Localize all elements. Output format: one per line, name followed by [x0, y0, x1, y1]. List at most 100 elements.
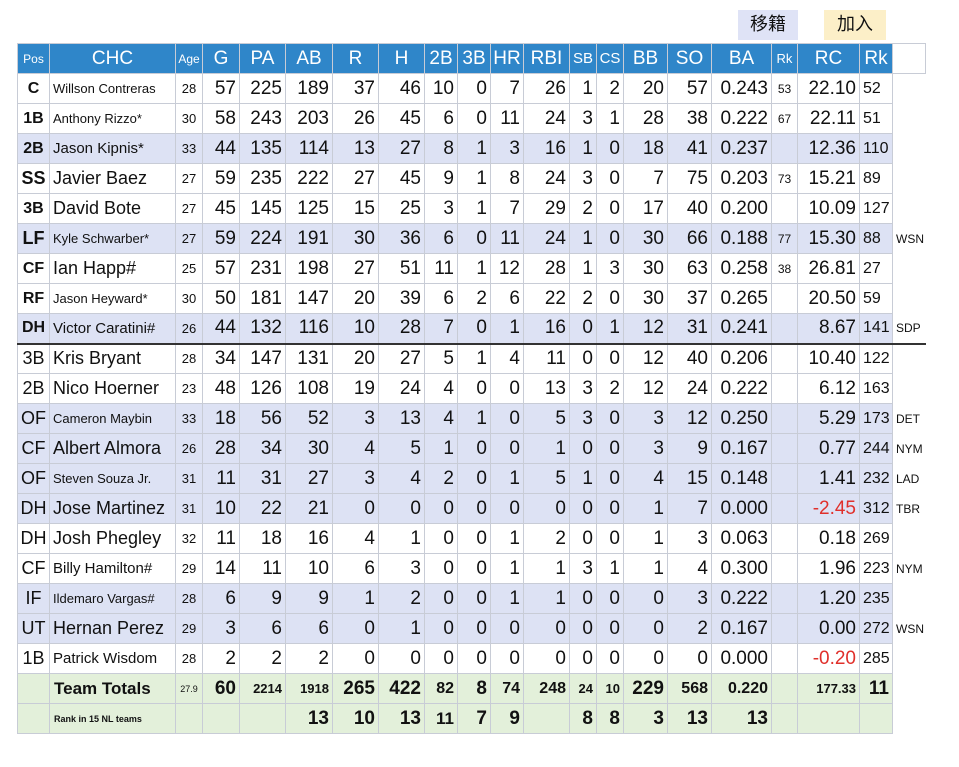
batting-average: 0.148 [711, 463, 772, 494]
rc-rank: 312 [859, 493, 893, 524]
stat-rbi: 24 [523, 223, 570, 254]
stat-pa: 132 [239, 313, 286, 344]
new-team-badge [892, 193, 926, 224]
stat-hr: 7 [490, 193, 524, 224]
stat-ab: 9 [285, 583, 333, 614]
rc-rank: 110 [859, 133, 893, 164]
stat-rbi: 16 [523, 313, 570, 344]
header-sb: SB [569, 43, 597, 74]
stat-bb: 30 [623, 223, 668, 254]
stat-so: 41 [667, 133, 712, 164]
joined-tag: 加入 [824, 10, 886, 40]
header-bb: BB [623, 43, 668, 74]
stat-bb: 7 [623, 163, 668, 194]
ba-rank: 77 [771, 223, 798, 254]
stat-hr: 7 [490, 73, 524, 104]
stat-h: 27 [378, 133, 425, 164]
stat-sb: 1 [569, 133, 597, 164]
stat-d: 0 [424, 613, 458, 644]
stat-cs: 0 [596, 463, 624, 494]
stat-r: 3 [332, 463, 379, 494]
stat-bb: 1 [623, 523, 668, 554]
stat-sb: 3 [569, 103, 597, 134]
stat-pa: 9 [239, 583, 286, 614]
rank-h: 13 [378, 703, 425, 734]
stat-rbi: 26 [523, 73, 570, 104]
batting-average: 0.241 [711, 313, 772, 344]
ba-rank [771, 493, 798, 524]
stat-r: 6 [332, 553, 379, 584]
stat-h: 1 [378, 613, 425, 644]
stat-cs: 0 [596, 523, 624, 554]
rc-rank: 27 [859, 253, 893, 284]
stat-bb: 30 [623, 253, 668, 284]
stat-ab: 147 [285, 283, 333, 314]
new-team-badge [892, 103, 926, 134]
age-cell: 25 [175, 253, 203, 284]
player-name: Jason Kipnis* [49, 133, 176, 164]
player-name: Ildemaro Vargas# [49, 583, 176, 614]
header-pa: PA [239, 43, 286, 74]
rank-g [202, 703, 240, 734]
header-ab: AB [285, 43, 333, 74]
position-cell: C [17, 73, 50, 104]
ba-rank [771, 643, 798, 674]
runs-created: -2.45 [797, 493, 860, 524]
stat-r: 0 [332, 643, 379, 674]
stat-bb: 1 [623, 553, 668, 584]
stat-so: 31 [667, 313, 712, 344]
totals-h: 422 [378, 673, 425, 704]
runs-created: 1.41 [797, 463, 860, 494]
stat-hr: 11 [490, 223, 524, 254]
new-team-badge: LAD [892, 463, 926, 494]
header-hr: HR [490, 43, 524, 74]
stat-ab: 116 [285, 313, 333, 344]
stat-hr: 3 [490, 133, 524, 164]
stat-ab: 27 [285, 463, 333, 494]
player-name: Willson Contreras [49, 73, 176, 104]
stat-bb: 1 [623, 493, 668, 524]
rc-rank: 235 [859, 583, 893, 614]
ba-rank: 38 [771, 253, 798, 284]
player-name: Kris Bryant [49, 342, 176, 374]
stat-d: 0 [424, 493, 458, 524]
position-cell: CF [17, 433, 50, 464]
stat-bb: 12 [623, 373, 668, 404]
stat-r: 19 [332, 373, 379, 404]
stat-r: 4 [332, 523, 379, 554]
stat-rbi: 5 [523, 463, 570, 494]
stat-h: 3 [378, 553, 425, 584]
header-h: H [378, 43, 425, 74]
stat-r: 26 [332, 103, 379, 134]
stat-r: 10 [332, 313, 379, 344]
totals-blank [17, 673, 50, 704]
stat-sb: 2 [569, 193, 597, 224]
age-cell: 33 [175, 133, 203, 164]
stat-so: 38 [667, 103, 712, 134]
runs-created: 0.18 [797, 523, 860, 554]
stat-g: 44 [202, 313, 240, 344]
stat-sb: 1 [569, 463, 597, 494]
runs-created: 22.10 [797, 73, 860, 104]
stat-h: 13 [378, 403, 425, 434]
stat-g: 44 [202, 133, 240, 164]
batting-average: 0.000 [711, 493, 772, 524]
stat-g: 59 [202, 163, 240, 194]
stat-so: 12 [667, 403, 712, 434]
totals-label: Team Totals [49, 673, 176, 704]
stat-ab: 16 [285, 523, 333, 554]
runs-created: 5.29 [797, 403, 860, 434]
player-name: Steven Souza Jr. [49, 463, 176, 494]
stat-hr: 1 [490, 313, 524, 344]
stat-pa: 2 [239, 643, 286, 674]
stat-bb: 0 [623, 643, 668, 674]
stat-sb: 3 [569, 163, 597, 194]
batting-average: 0.237 [711, 133, 772, 164]
stat-r: 37 [332, 73, 379, 104]
stat-r: 15 [332, 193, 379, 224]
stat-r: 13 [332, 133, 379, 164]
table-row: CF Albert Almora 26 28 34 30 4 5 1 0 0 1 0 0 3 9 0.167 0.… [17, 433, 926, 464]
totals-rbi: 248 [523, 673, 570, 704]
age-cell: 28 [175, 583, 203, 614]
stat-d: 9 [424, 163, 458, 194]
